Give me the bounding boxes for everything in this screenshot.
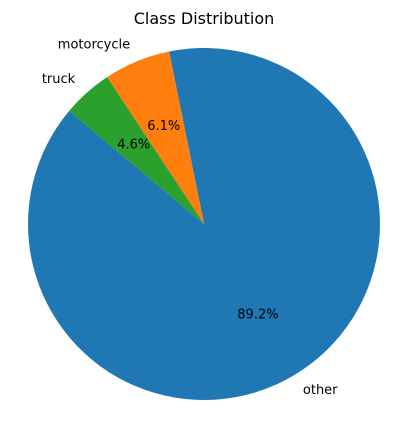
pie-category-label-truck: truck <box>42 72 76 87</box>
chart-title: Class Distribution <box>134 9 275 28</box>
pie-slices <box>28 48 380 400</box>
pie-category-label-other: other <box>303 383 338 398</box>
pie-percent-label-motorcycle: 6.1% <box>147 119 180 134</box>
pie-percent-label-truck: 4.6% <box>117 138 150 153</box>
pie-category-label-motorcycle: motorcycle <box>58 38 130 53</box>
pie-percent-label-other: 89.2% <box>237 307 278 322</box>
